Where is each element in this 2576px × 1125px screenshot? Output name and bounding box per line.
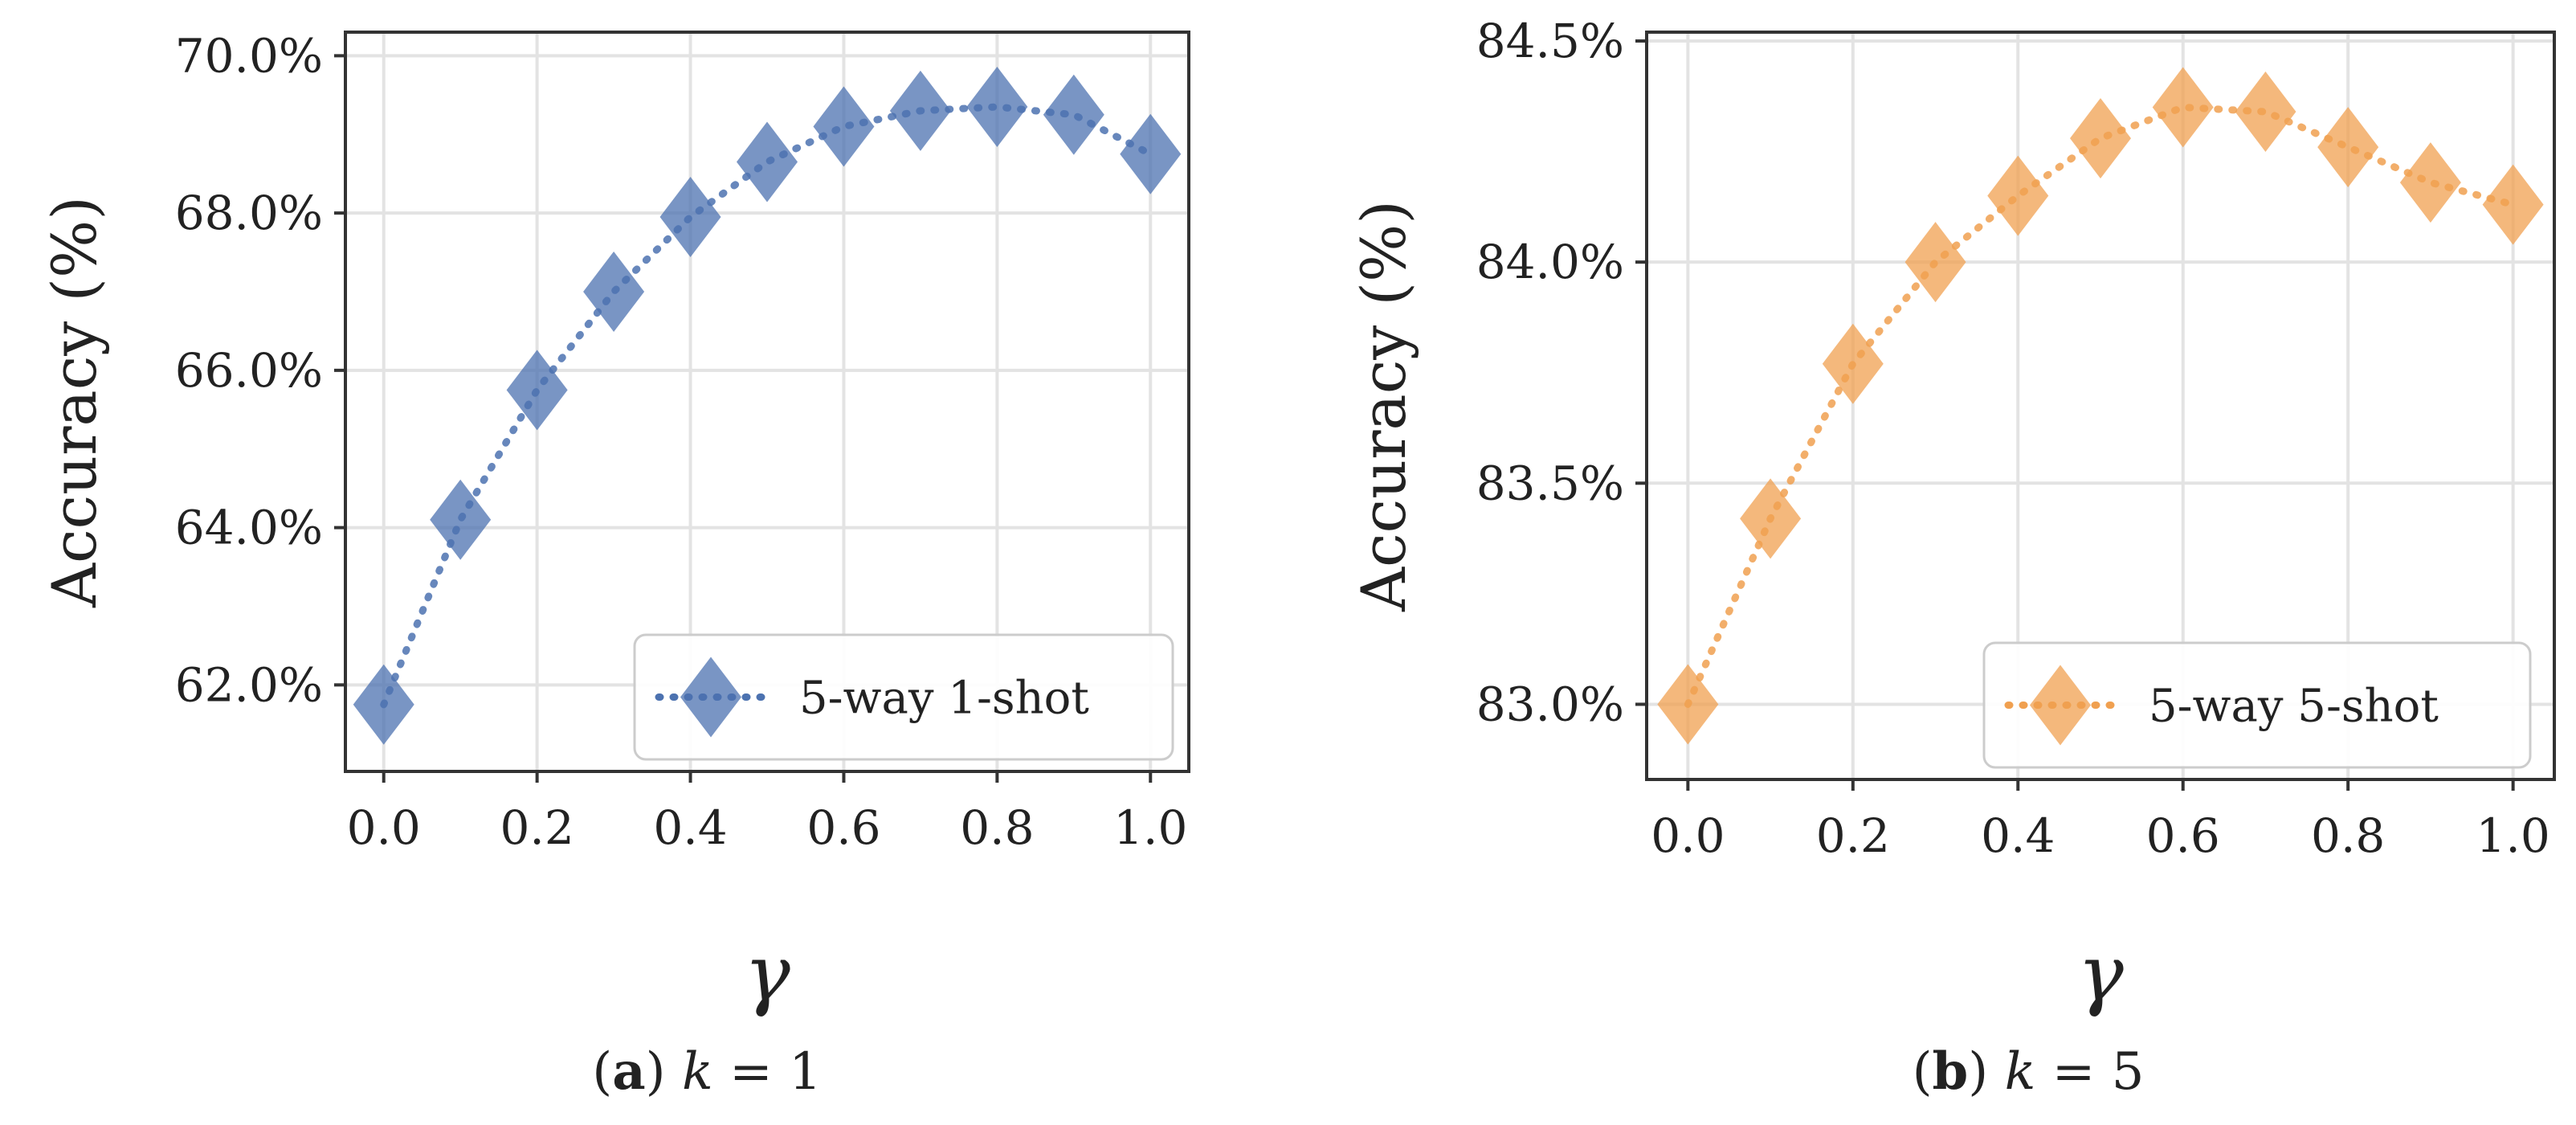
- data-point: [2399, 142, 2461, 223]
- y-tick-label: 83.5%: [1476, 456, 1624, 510]
- data-point: [659, 177, 721, 257]
- plot-frame: [1645, 31, 2556, 781]
- data-point: [1904, 222, 1966, 303]
- x-tick-label: 1.0: [2476, 808, 2550, 863]
- y-axis-label: Accuracy (%): [39, 196, 110, 608]
- caption-paren-close: ): [646, 1042, 682, 1102]
- caption-paren-open: (: [1913, 1042, 1933, 1102]
- data-point: [583, 251, 645, 332]
- data-point: [1043, 74, 1104, 155]
- legend: 5-way 1-shot: [633, 633, 1174, 761]
- chart-panel-a: 0.0 0.2 0.4 0.6 0.8 1.0 62.0% 64.0% 66.0% 68.0% 70…: [39, 28, 1190, 1102]
- caption-value: = 5: [2035, 1042, 2144, 1102]
- caption-letter: a: [612, 1041, 645, 1102]
- x-tick-label: 0.4: [653, 800, 727, 855]
- x-tick-label: 0.6: [2146, 808, 2220, 863]
- x-tick-label: 0.6: [806, 800, 880, 855]
- legend-label: 5-way 1-shot: [799, 673, 1089, 725]
- data-point: [430, 479, 492, 560]
- data-point: [1657, 664, 1719, 745]
- legend-label: 5-way 5-shot: [2149, 681, 2439, 733]
- legend-marker-swatch: [680, 657, 741, 738]
- y-tick-label: 68.0%: [175, 186, 323, 240]
- legend-box: [1982, 641, 2532, 769]
- series-line: [1684, 104, 2517, 708]
- legend-marker-swatch: [2030, 665, 2091, 746]
- x-tick-label: 0.8: [960, 800, 1034, 855]
- data-point: [353, 664, 414, 745]
- y-tick-label: 84.5%: [1476, 14, 1624, 68]
- caption-variable: k: [682, 1042, 713, 1102]
- y-tick-label: 70.0%: [175, 28, 323, 83]
- data-point: [2482, 164, 2544, 245]
- caption-paren-open: (: [592, 1042, 612, 1102]
- data-point: [1822, 323, 1884, 404]
- data-point: [506, 350, 568, 431]
- data-point: [2235, 72, 2296, 153]
- data-point: [2070, 98, 2131, 179]
- data-point: [737, 121, 798, 202]
- data-point: [2152, 67, 2214, 148]
- panel-caption: (b) k = 5: [1913, 1041, 2145, 1102]
- x-tick-label: 1.0: [1113, 800, 1187, 855]
- y-tick-label: 62.0%: [175, 657, 323, 712]
- x-tick-label: 0.0: [347, 800, 421, 855]
- x-tick-label: 0.0: [1651, 808, 1725, 863]
- data-point: [966, 66, 1028, 147]
- data-point: [889, 70, 951, 151]
- x-tick-label: 0.4: [1981, 808, 2055, 863]
- panel-caption: (a) k = 1: [592, 1041, 822, 1102]
- y-tick-label: 83.0%: [1476, 677, 1624, 731]
- legend-box: [633, 633, 1174, 761]
- chart-panel-b: 0.0 0.2 0.4 0.6 0.8 1.0 83.0% 83.5% 84.0% 84.5% Ac…: [1348, 14, 2556, 1102]
- caption-letter: b: [1933, 1041, 1969, 1102]
- y-tick-label: 64.0%: [175, 501, 323, 555]
- legend: 5-way 5-shot: [1982, 641, 2532, 769]
- data-point: [1120, 113, 1182, 194]
- caption-variable: k: [2005, 1042, 2036, 1102]
- x-axis-label: γ: [744, 929, 790, 1019]
- y-tick-label: 66.0%: [175, 343, 323, 398]
- y-tick-label: 84.0%: [1476, 235, 1624, 289]
- data-point: [1740, 478, 1802, 559]
- x-tick-label: 0.2: [1816, 808, 1890, 863]
- caption-value: = 1: [713, 1042, 822, 1102]
- data-point: [1987, 155, 2049, 236]
- x-tick-label: 0.2: [500, 800, 574, 855]
- plot-frame: [344, 31, 1190, 773]
- x-axis-label: γ: [2077, 929, 2124, 1019]
- caption-paren-close: ): [1968, 1042, 2004, 1102]
- y-axis-label: Accuracy (%): [1348, 200, 1419, 612]
- x-tick-label: 0.8: [2311, 808, 2385, 863]
- data-point: [813, 86, 875, 167]
- data-point: [2317, 107, 2379, 188]
